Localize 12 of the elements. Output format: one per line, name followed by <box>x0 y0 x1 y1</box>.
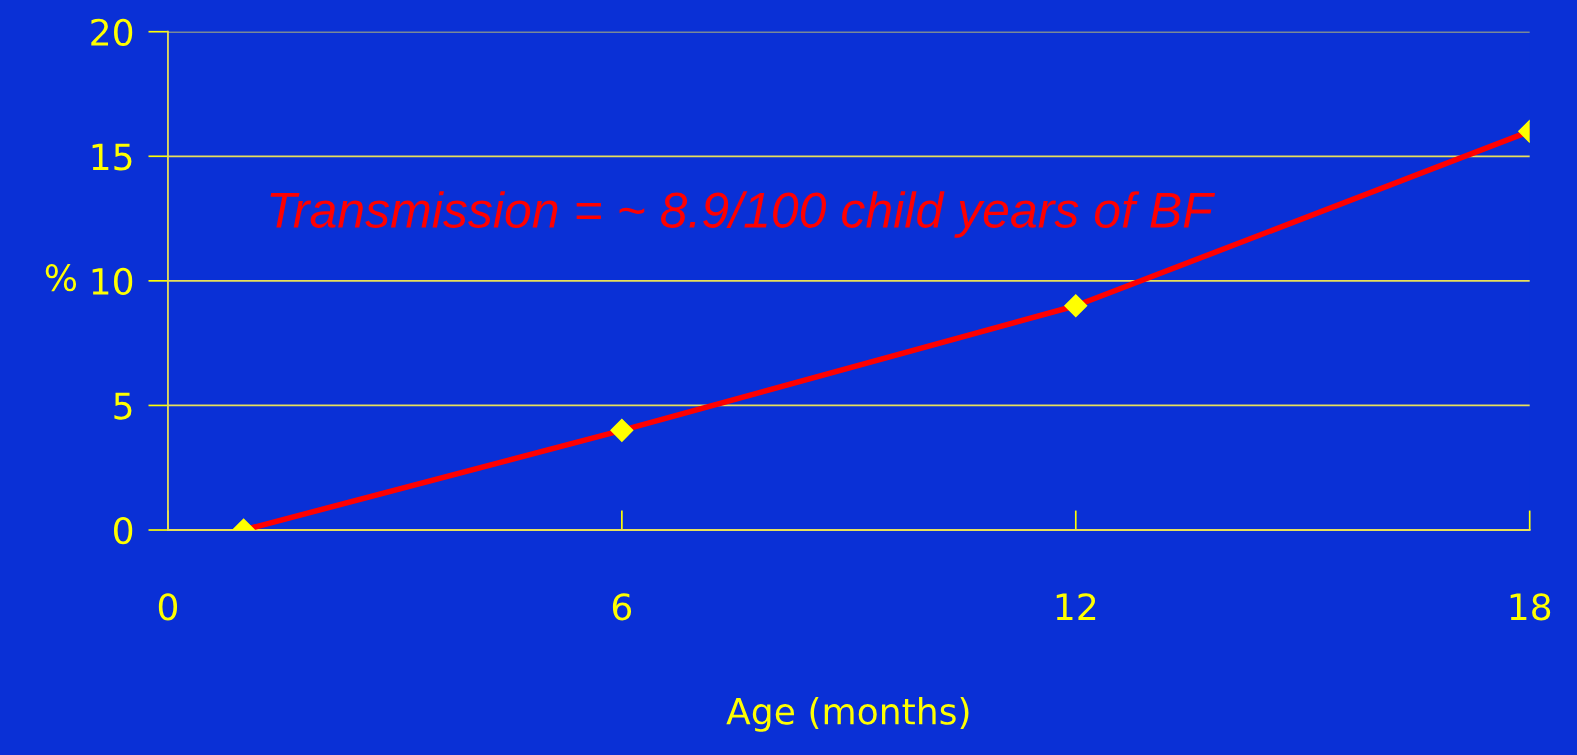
x-axis-title: Age (months) <box>726 696 969 732</box>
y-tick-label: 15 <box>92 143 132 171</box>
y-tick-label: 5 <box>114 392 132 420</box>
x-tick-label: 18 <box>1510 593 1551 621</box>
y-axis-title: % <box>45 264 77 292</box>
y-tick-label: 10 <box>92 267 133 296</box>
x-tick-label: 12 <box>1056 593 1096 620</box>
y-tick-label: 0 <box>114 516 133 545</box>
x-tick-label: 0 <box>158 593 178 621</box>
x-tick-label: 6 <box>612 593 632 621</box>
y-tick-label: 20 <box>91 18 133 46</box>
annotation: Transmission = ~ 8.9/100 child years of BF <box>270 191 1216 238</box>
